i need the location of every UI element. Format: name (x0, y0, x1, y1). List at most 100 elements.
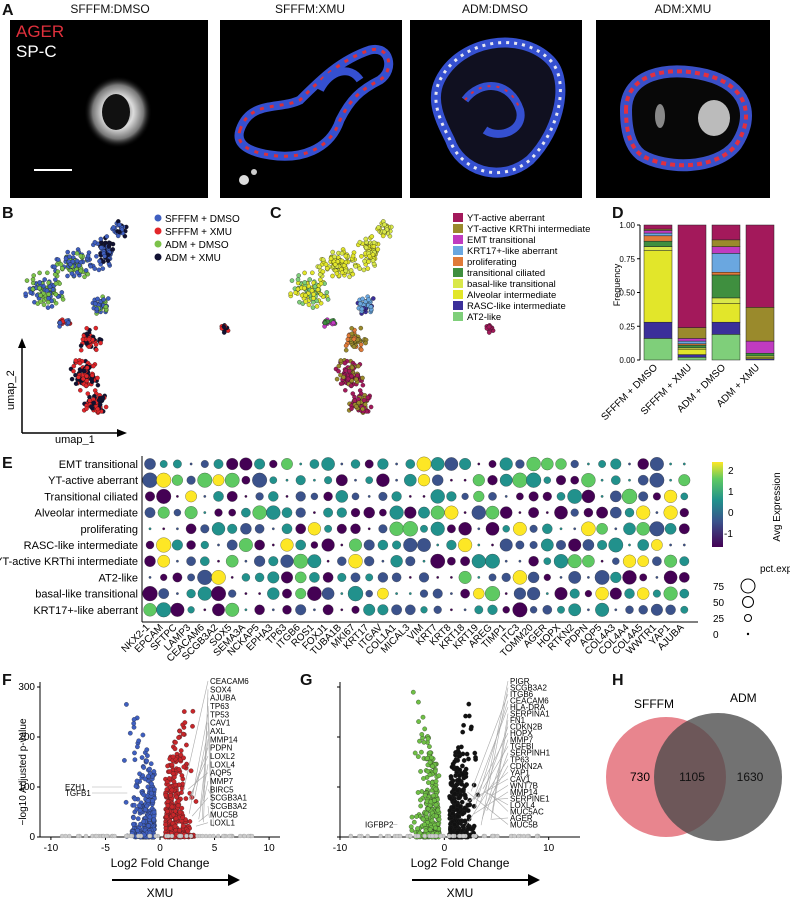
dot-mark (570, 508, 579, 517)
umap-point (309, 288, 315, 293)
volcano-point (432, 768, 438, 774)
volcano-point (164, 814, 169, 820)
volcano-point-ns (495, 833, 500, 839)
volcano-label-line (491, 817, 509, 820)
dot-mark (322, 572, 334, 583)
dot-mark (488, 492, 497, 501)
umap-point (91, 363, 96, 369)
dot-mark (581, 521, 596, 537)
dot-row-label: YT-active KRThi intermediate (0, 556, 138, 568)
dot-mark (350, 572, 361, 583)
dot-mark (581, 473, 596, 488)
umap-point (376, 225, 381, 230)
dot-mark (176, 495, 179, 498)
dot-mark (217, 543, 220, 547)
bar-ytick-label: 0.00 (619, 356, 635, 365)
umap-point (303, 293, 308, 298)
volcano-point (427, 827, 433, 832)
legend-dot-adm-dmso (154, 240, 162, 248)
dot-mark (682, 462, 686, 466)
dot-mark (583, 507, 594, 518)
dot-mark (335, 474, 348, 487)
dot-mark (488, 460, 497, 468)
legend-label-celltype: Alveolar intermediate (467, 290, 556, 301)
legend-label-sfffm-xmu: SFFFM + XMU (165, 227, 232, 238)
dot-row-label: EMT transitional (59, 459, 138, 471)
dot-mark (186, 589, 196, 599)
volcano-point (430, 793, 436, 799)
dot-mark (679, 588, 690, 599)
legend-label-celltype: KRT17+-like aberrant (467, 246, 558, 257)
legend-swatch-celltype (453, 213, 463, 222)
dot-mark (377, 539, 389, 551)
umap-point (366, 297, 371, 302)
dot-mark (367, 527, 371, 531)
bar-ytick-label: 0.50 (619, 289, 635, 298)
dot-mark (213, 491, 224, 502)
volcano-point (409, 814, 415, 820)
dot-mark (404, 506, 417, 519)
dot-mark (501, 572, 511, 582)
volcano-point-ns (184, 833, 189, 839)
volcano-label-line (198, 764, 209, 820)
volcano-point (135, 744, 140, 750)
umap-point (24, 278, 30, 283)
dot-mark (610, 490, 622, 503)
umap-point (361, 267, 367, 273)
dot-mark (458, 522, 472, 536)
dot-mark (559, 576, 563, 579)
volcano-point (460, 729, 466, 735)
volcano-point (449, 780, 455, 785)
dot-mark (321, 457, 335, 471)
umap-point (343, 343, 349, 348)
volcano-point (149, 790, 154, 796)
size-legend-25: 25 (713, 614, 725, 625)
dot-mark (367, 495, 371, 498)
dot-mark (365, 476, 373, 484)
umap-point (122, 233, 128, 239)
bar-ylabel: Frequency (612, 263, 622, 306)
dot-mark (529, 606, 538, 614)
umap-point (101, 297, 106, 302)
volcano-point (165, 809, 170, 814)
dot-mark (226, 539, 238, 551)
dot-mark (285, 495, 289, 498)
volcano-point (177, 728, 183, 734)
dot-mark (395, 592, 398, 595)
colorbar-tick-neg1: -1 (724, 529, 733, 540)
dot-mark (638, 491, 649, 502)
volcano-gene-label: WNT7B (510, 781, 538, 790)
umap-point (330, 273, 335, 279)
volcano-point (461, 758, 467, 763)
volcano-g-arrow-head (528, 874, 540, 886)
dot-mark (556, 475, 566, 486)
dot-mark (269, 476, 278, 484)
volcano-point (433, 825, 438, 831)
volcano-point (171, 779, 177, 785)
volcano-point-ns (94, 833, 99, 839)
dot-mark (225, 554, 239, 568)
volcano-label-line (207, 705, 214, 827)
dot-mark (568, 603, 582, 617)
umap-point (93, 325, 99, 331)
dot-mark (340, 543, 344, 547)
volcano-point (135, 828, 140, 833)
dot-mark (526, 472, 542, 488)
dot-mark (516, 492, 524, 501)
dot-mark (170, 602, 185, 617)
micrograph-adm-xmu (596, 20, 770, 198)
dot-mark (156, 537, 172, 553)
volcano-label-line (465, 778, 509, 804)
volcano-label-line (479, 726, 509, 803)
umap-point (88, 376, 94, 382)
dot-mark (526, 456, 541, 472)
volcano-label-line (480, 687, 509, 826)
dot-mark (610, 571, 622, 583)
dot-mark (624, 507, 635, 518)
dot-mark (402, 521, 418, 537)
umap-point (53, 292, 59, 297)
volcano-point (427, 750, 433, 756)
dot-mark (422, 495, 426, 498)
umap-point (351, 344, 357, 349)
volcano-label-line (195, 822, 209, 827)
